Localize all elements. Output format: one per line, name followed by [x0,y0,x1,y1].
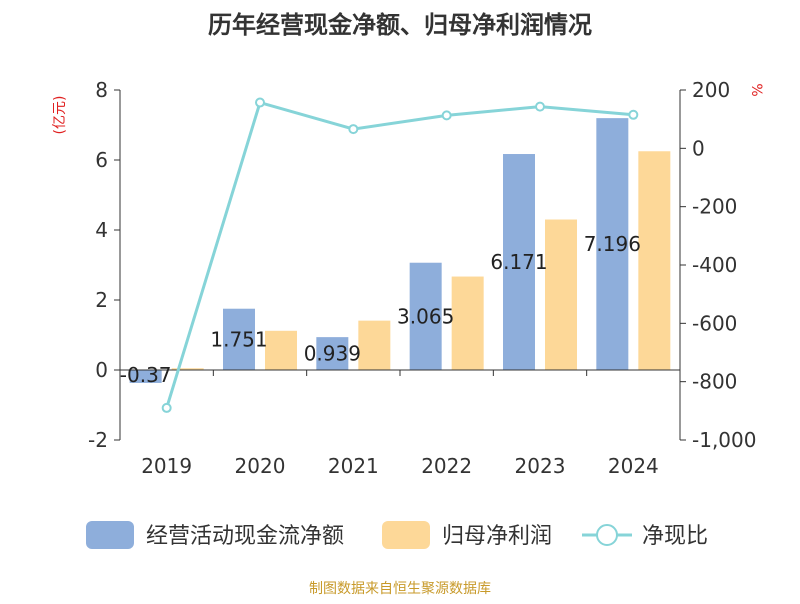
net-profit-bar [265,330,297,370]
right-tick-label: -800 [692,370,737,394]
left-tick-label: -2 [88,428,108,452]
cashflow-data-label: 6.171 [490,250,547,274]
cashflow-data-label: 7.196 [584,232,641,256]
right-tick-label: -600 [692,311,737,335]
cashflow-data-label: -0.37 [120,363,172,387]
net-cash-ratio-point [628,109,639,120]
net-cash-ratio-point [348,124,359,135]
right-tick-label: -400 [692,253,737,277]
net-profit-bar [358,320,391,370]
cashflow-bar [409,262,442,370]
cashflow-data-label: 0.939 [304,342,361,366]
left-tick-label: 6 [95,148,108,172]
net-profit-bar [545,219,577,370]
net-cash-ratio-point [161,402,172,413]
x-tick-label: 2021 [328,454,379,478]
left-tick-label: 8 [95,78,108,102]
x-tick-label: 2024 [608,454,659,478]
legend-label-cashflow: 经营活动现金流净额 [146,524,344,549]
right-tick-label: -1,000 [692,428,756,452]
net-cash-ratio-point [535,101,545,112]
net-cash-ratio-point [255,97,265,108]
left-tick-label: 0 [95,358,108,382]
cashflow-bar [129,370,162,383]
net-profit-bar [171,368,204,370]
right-axis-unit: % [748,83,764,96]
legend-swatch-net-profit [382,521,430,549]
right-tick-label: 0 [692,136,705,160]
net-cash-ratio-line [165,100,634,409]
legend-label-net-profit: 归母净利润 [442,524,552,549]
legend-label-ratio: 净现比 [642,524,708,549]
x-tick-label: 2020 [235,454,286,478]
net-profit-bar [451,276,484,370]
cashflow-bar [596,118,629,370]
x-tick-label: 2022 [421,454,472,478]
right-tick-label: -200 [692,195,737,219]
x-tick-label: 2023 [515,454,566,478]
right-tick-label: 200 [692,78,730,102]
legend-swatch-cashflow [86,521,134,549]
cashflow-data-label: 3.065 [397,304,454,328]
cashflow-bar [316,337,349,370]
chart-title: 历年经营现金净额、归母净利润情况 [208,11,592,39]
left-tick-label: 4 [95,218,108,242]
left-axis-unit: (亿元) [52,96,68,135]
left-tick-label: 2 [95,288,108,312]
cashflow-data-label: 1.751 [210,327,267,351]
net-profit-bar [638,151,671,370]
x-tick-label: 2019 [141,454,192,478]
source-note: 制图数据来自恒生聚源数据库 [309,581,491,597]
legend-swatch-ratio-marker [596,524,618,546]
cashflow-bar [503,154,535,370]
net-cash-ratio-point [441,110,452,121]
cashflow-bar [223,308,255,370]
